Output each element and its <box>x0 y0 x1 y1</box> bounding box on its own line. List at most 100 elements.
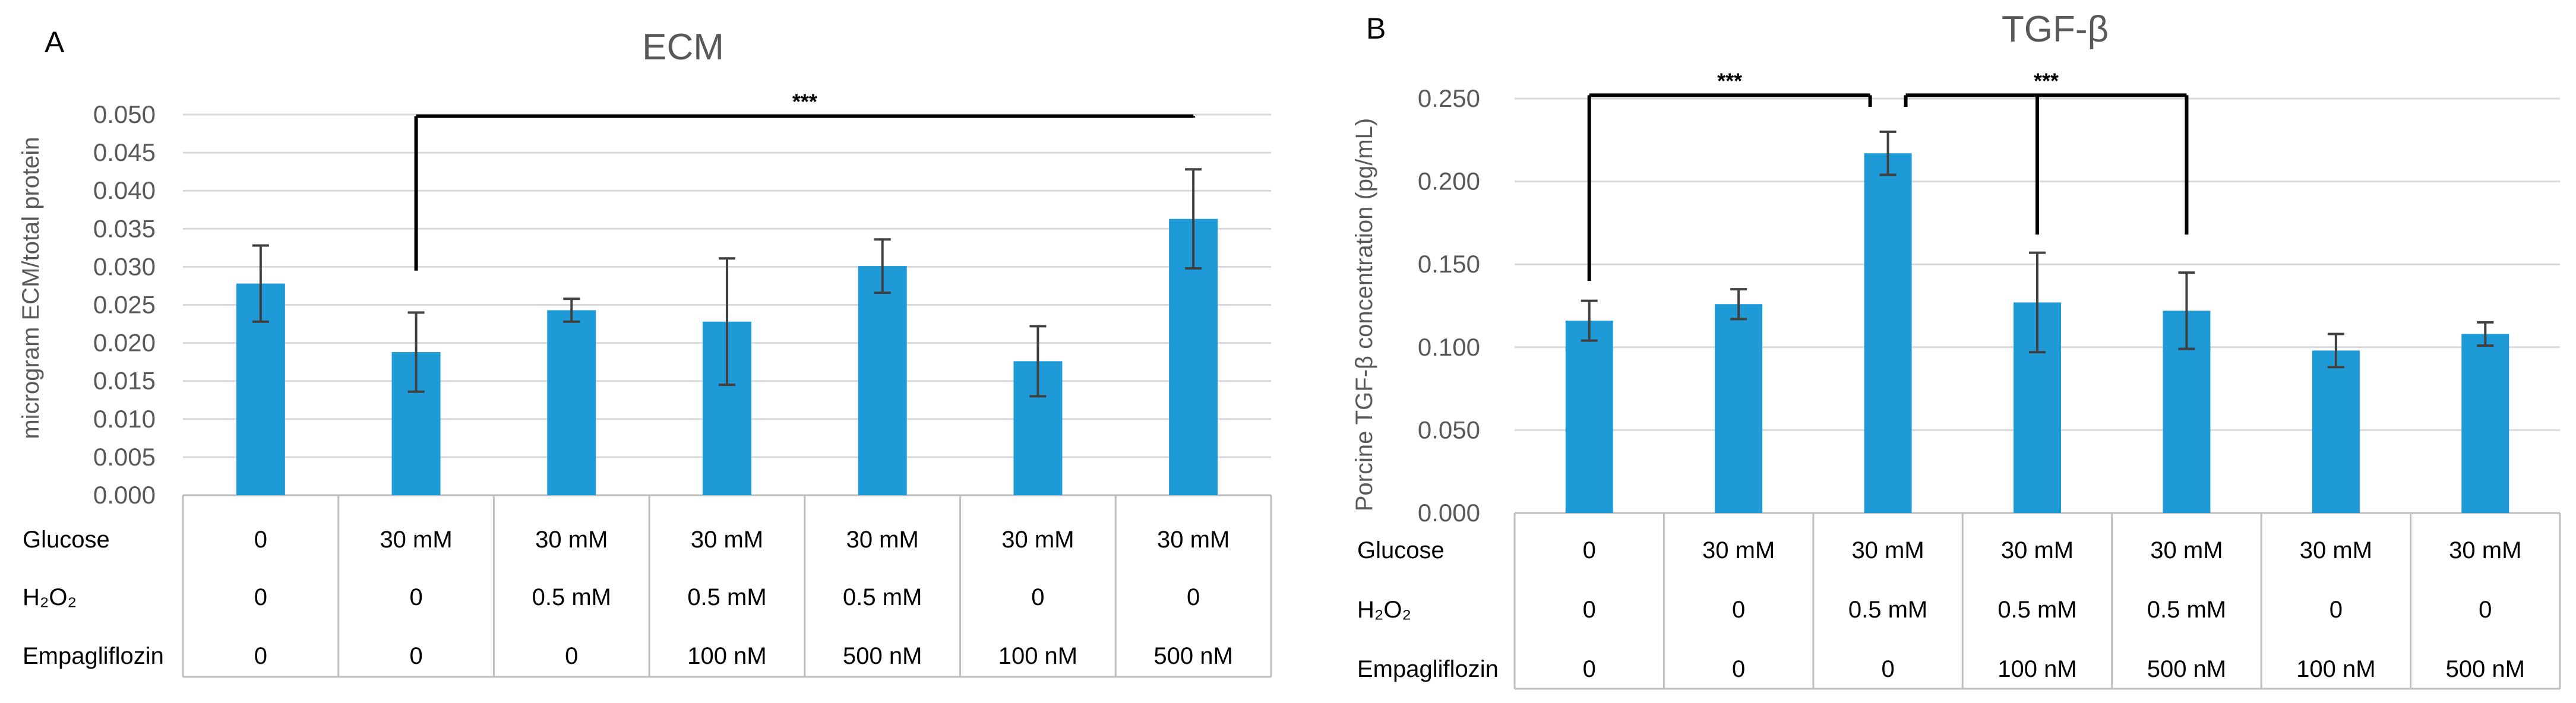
table-cell: 0 <box>1187 584 1200 610</box>
table-cell: 30 mM <box>2150 537 2223 563</box>
table-cell: 0 <box>2479 597 2492 623</box>
table-cell: 0 <box>565 643 578 669</box>
panel-b-letter: B <box>1366 12 1386 45</box>
bar-7 <box>2461 334 2509 513</box>
table-cell: 0.5 mM <box>843 584 922 610</box>
table-cell: 0.5 mM <box>687 584 766 610</box>
error-bar-3 <box>563 297 580 323</box>
bar-1 <box>1565 321 1613 513</box>
significance-bracket-1: *** <box>1587 68 1872 281</box>
table-cell: 0.5 mM <box>532 584 611 610</box>
panel-a-y-axis-label: microgram ECM/total protein <box>18 137 44 439</box>
y-tick-label: 0.005 <box>93 443 156 471</box>
table-cell: 30 mM <box>380 527 452 553</box>
table-cell: 0.5 mM <box>1848 597 1927 623</box>
significance-label: *** <box>2034 68 2059 93</box>
y-tick-label: 0.010 <box>93 405 156 433</box>
y-tick-label: 0.000 <box>93 481 156 509</box>
table-cell: 500 nM <box>1153 643 1232 669</box>
y-tick-label: 0.025 <box>93 291 156 319</box>
bar-2 <box>1715 304 1763 513</box>
y-tick-label: 0.035 <box>93 214 156 242</box>
error-bar-7 <box>2477 321 2494 347</box>
y-tick-label: 0.250 <box>1418 84 1480 112</box>
bar-5 <box>858 266 907 495</box>
table-cell: 30 mM <box>1851 537 1924 563</box>
error-bar-1 <box>252 244 269 323</box>
error-bar-6 <box>1029 325 1047 398</box>
y-tick-label: 0.030 <box>93 252 156 280</box>
error-bar-4 <box>2029 251 2046 354</box>
row-label: Glucose <box>1357 537 1445 563</box>
panel-b-title: TGF-β <box>2002 9 2109 50</box>
table-cell: 0 <box>409 584 422 610</box>
y-tick-label: 0.200 <box>1418 167 1480 195</box>
panel-a-ecm-chart: A ECM microgram ECM/total protein 0.000 0… <box>18 26 1272 678</box>
table-cell: 500 nM <box>2147 656 2226 682</box>
panel-b-y-axis-label: Porcine TGF-β concentration (pg/mL) <box>1351 118 1377 512</box>
error-bar-5 <box>874 238 891 294</box>
y-tick-label: 0.020 <box>93 329 156 357</box>
table-cell: 0 <box>1583 537 1596 563</box>
table-cell: 30 mM <box>535 527 608 553</box>
y-tick-label: 0.100 <box>1418 333 1480 361</box>
table-cell: 0 <box>409 643 422 669</box>
row-label: Empagliflozin <box>1357 656 1499 682</box>
panel-b-tgf-beta-chart: B TGF-β Porcine TGF-β concentration (pg/… <box>1351 9 2561 690</box>
table-cell: 0 <box>2330 597 2343 623</box>
error-bar-7 <box>1185 168 1202 270</box>
table-cell: 30 mM <box>1702 537 1775 563</box>
bar-6 <box>2312 350 2360 513</box>
table-cell: 30 mM <box>691 527 763 553</box>
table-cell: 30 mM <box>1157 527 1229 553</box>
table-cell: 0 <box>254 527 267 553</box>
significance-bracket-1: *** <box>414 90 1196 271</box>
table-cell: 0 <box>1031 584 1044 610</box>
table-cell: 0 <box>1583 656 1596 682</box>
table-cell: 500 nM <box>2446 656 2525 682</box>
bar-3 <box>1864 153 1912 513</box>
table-cell: 0 <box>1881 656 1894 682</box>
row-label: H₂O₂ <box>23 584 77 610</box>
error-bar-6 <box>2327 332 2344 369</box>
table-cell: 100 nM <box>2296 656 2375 682</box>
panel-a-letter: A <box>45 26 65 59</box>
table-cell: 30 mM <box>2300 537 2372 563</box>
table-cell: 0.5 mM <box>1997 597 2076 623</box>
table-cell: 500 nM <box>843 643 922 669</box>
error-bar-5 <box>2178 271 2195 350</box>
error-bar-2 <box>407 311 425 393</box>
error-bar-2 <box>1730 288 1747 321</box>
significance-label: *** <box>792 90 817 114</box>
y-tick-label: 0.050 <box>93 100 156 128</box>
table-cell: 30 mM <box>2001 537 2074 563</box>
row-label: H₂O₂ <box>1357 597 1411 623</box>
table-cell: 100 nM <box>998 643 1077 669</box>
y-tick-label: 0.000 <box>1418 499 1480 527</box>
table-cell: 0 <box>1732 597 1745 623</box>
error-bar-4 <box>719 257 735 387</box>
table-cell: 30 mM <box>846 527 919 553</box>
y-tick-label: 0.045 <box>93 138 156 166</box>
bar-3 <box>547 310 596 495</box>
table-cell: 0 <box>254 643 267 669</box>
error-bar-1 <box>1581 299 1598 342</box>
panel-a-title: ECM <box>642 27 724 68</box>
table-cell: 0 <box>1732 656 1745 682</box>
table-cell: 100 nM <box>1997 656 2076 682</box>
table-cell: 30 mM <box>1001 527 1074 553</box>
y-tick-label: 0.150 <box>1418 250 1480 278</box>
error-bar-3 <box>1879 130 1897 176</box>
row-label: Empagliflozin <box>23 643 164 669</box>
row-label: Glucose <box>23 527 110 553</box>
significance-bracket-2: *** <box>1904 68 2189 235</box>
table-cell: 0 <box>1583 597 1596 623</box>
table-cell: 100 nM <box>687 643 766 669</box>
table-cell: 0.5 mM <box>2147 597 2226 623</box>
y-tick-label: 0.015 <box>93 367 156 395</box>
y-tick-label: 0.050 <box>1418 416 1480 444</box>
table-cell: 0 <box>254 584 267 610</box>
significance-label: *** <box>1717 68 1742 93</box>
table-cell: 30 mM <box>2449 537 2521 563</box>
